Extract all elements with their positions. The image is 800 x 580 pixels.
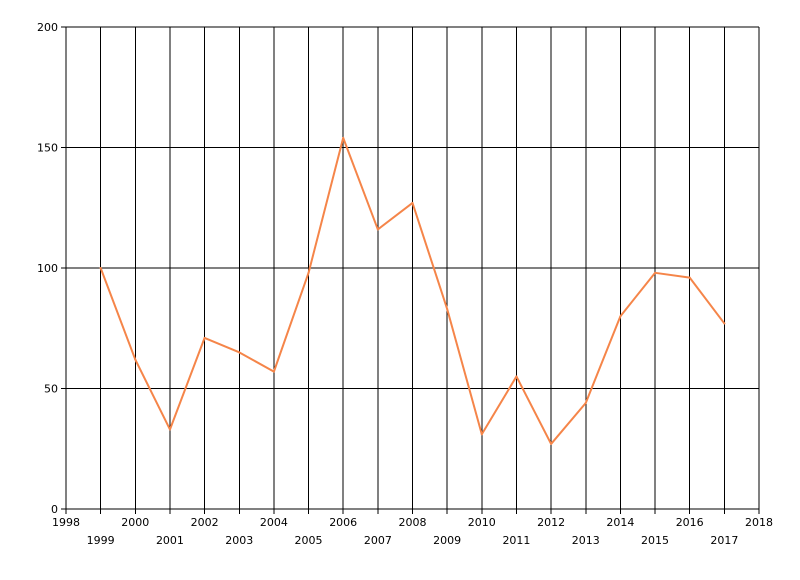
x-tick-label: 1999	[87, 534, 115, 547]
x-tick-label: 2014	[606, 516, 634, 529]
x-tick-label: 2000	[121, 516, 149, 529]
data-point	[723, 322, 726, 325]
y-tick-label: 200	[37, 21, 58, 34]
data-point	[515, 375, 518, 378]
data-point	[446, 307, 449, 310]
axis-layer	[61, 26, 760, 514]
x-tick-label: 2004	[260, 516, 288, 529]
data-point	[550, 442, 553, 445]
data-point	[203, 336, 206, 339]
y-tick-label: 150	[37, 142, 58, 155]
data-point	[654, 271, 657, 274]
data-point	[342, 136, 345, 139]
x-tick-label: 2011	[502, 534, 530, 547]
x-tick-label: 2012	[537, 516, 565, 529]
data-point	[307, 271, 310, 274]
y-tick-label: 50	[44, 383, 58, 396]
data-point	[480, 433, 483, 436]
x-tick-label: 2001	[156, 534, 184, 547]
x-tick-label: 2010	[468, 516, 496, 529]
x-tick-label: 2018	[745, 516, 773, 529]
data-point	[272, 370, 275, 373]
x-tick-label: 2006	[329, 516, 357, 529]
x-tick-label: 1998	[52, 516, 80, 529]
y-tick-label: 100	[37, 262, 58, 275]
x-tick-label: 2007	[364, 534, 392, 547]
data-point	[688, 276, 691, 279]
data-point	[584, 401, 587, 404]
data-point	[99, 267, 102, 269]
y-tick-label: 0	[51, 503, 58, 516]
x-tick-label: 2015	[641, 534, 669, 547]
x-tick-label: 2008	[399, 516, 427, 529]
x-tick-label: 2005	[295, 534, 323, 547]
tick-label-layer: 0 50 100 150 200 1998 1999 2000 2001 2002 2003 2004…	[37, 21, 773, 547]
data-point	[238, 351, 241, 354]
x-tick-label: 2009	[433, 534, 461, 547]
x-tick-label: 2016	[676, 516, 704, 529]
data-point	[411, 201, 414, 204]
data-point	[376, 228, 379, 231]
data-point	[134, 358, 137, 361]
series-layer	[99, 136, 726, 445]
data-point	[168, 428, 171, 431]
x-tick-label: 2003	[225, 534, 253, 547]
x-tick-label: 2013	[572, 534, 600, 547]
x-tick-label: 2002	[191, 516, 219, 529]
data-point	[619, 315, 622, 318]
x-tick-label: 2017	[710, 534, 738, 547]
grid-layer	[66, 26, 760, 509]
